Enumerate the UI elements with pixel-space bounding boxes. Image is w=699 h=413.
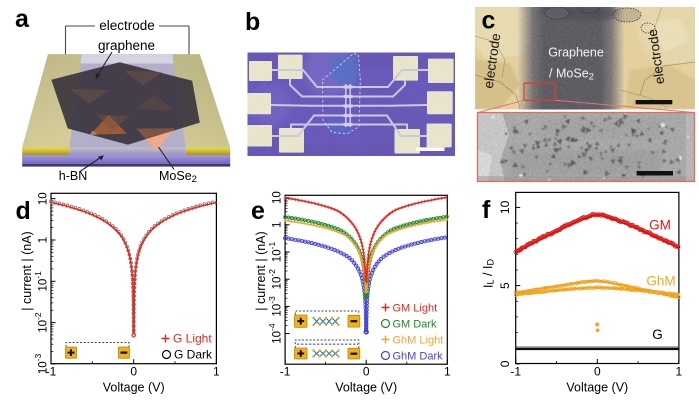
svg-text:10: 10 xyxy=(272,191,284,204)
svg-text:10-3: 10-3 xyxy=(267,296,283,317)
svg-text:GM: GM xyxy=(649,218,671,233)
svg-text:-1: -1 xyxy=(280,365,291,379)
svg-text:Voltage (V): Voltage (V) xyxy=(103,381,165,395)
svg-text:GhM Light: GhM Light xyxy=(393,335,444,347)
svg-text:Graphene: Graphene xyxy=(548,46,604,60)
svg-text:1: 1 xyxy=(213,365,220,379)
svg-text:Voltage (V): Voltage (V) xyxy=(566,381,628,395)
svg-text:/ MoSe2: / MoSe2 xyxy=(549,67,594,83)
svg-text:GhM Dark: GhM Dark xyxy=(393,351,444,363)
svg-text:IL / ID: IL / ID xyxy=(481,259,496,288)
svg-text:h-BN: h-BN xyxy=(59,169,87,183)
svg-text:e: e xyxy=(251,197,265,225)
svg-text:c: c xyxy=(482,7,496,35)
svg-text:b: b xyxy=(245,8,260,36)
svg-text:10-3: 10-3 xyxy=(33,353,49,374)
svg-text:1: 1 xyxy=(272,222,284,228)
svg-text:d: d xyxy=(16,197,31,225)
svg-text:5: 5 xyxy=(498,282,512,289)
svg-text:0: 0 xyxy=(363,365,370,379)
svg-text:G Light: G Light xyxy=(173,332,212,346)
svg-text:1: 1 xyxy=(38,237,50,243)
svg-text:10: 10 xyxy=(38,192,50,205)
svg-text:0: 0 xyxy=(594,365,601,379)
svg-text:G Dark: G Dark xyxy=(174,348,213,362)
svg-text:G: G xyxy=(652,327,663,342)
svg-text:GhM: GhM xyxy=(646,274,675,289)
svg-text:| current | (nA): | current | (nA) xyxy=(254,231,268,310)
svg-text:MoSe2: MoSe2 xyxy=(159,169,197,185)
svg-text:f: f xyxy=(482,196,491,224)
svg-text:-1: -1 xyxy=(510,365,521,379)
svg-text:| current | (nA): | current | (nA) xyxy=(20,231,34,310)
svg-text:0: 0 xyxy=(130,365,137,379)
svg-text:10-2: 10-2 xyxy=(33,312,49,333)
svg-text:10-2: 10-2 xyxy=(267,269,283,290)
svg-text:electrode: electrode xyxy=(99,18,155,33)
svg-text:1: 1 xyxy=(444,365,451,379)
svg-text:1: 1 xyxy=(676,365,683,379)
svg-text:0: 0 xyxy=(498,360,512,367)
svg-text:10-1: 10-1 xyxy=(33,271,49,292)
svg-text:-1: -1 xyxy=(46,365,57,379)
svg-text:10-1: 10-1 xyxy=(267,242,283,263)
svg-text:10-4: 10-4 xyxy=(267,323,283,344)
svg-text:GM Light: GM Light xyxy=(393,303,438,315)
svg-text:10: 10 xyxy=(498,200,512,214)
svg-text:graphene: graphene xyxy=(98,38,155,53)
svg-text:GM Dark: GM Dark xyxy=(393,319,438,331)
svg-text:Voltage (V): Voltage (V) xyxy=(335,381,397,395)
svg-text:a: a xyxy=(15,5,30,33)
